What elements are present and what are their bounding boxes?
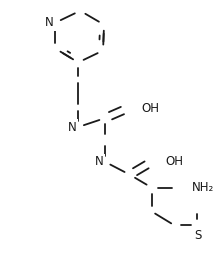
Text: N: N bbox=[68, 120, 77, 134]
Text: OH: OH bbox=[142, 102, 160, 115]
Text: S: S bbox=[194, 229, 201, 242]
Text: NH₂: NH₂ bbox=[192, 181, 214, 194]
Text: OH: OH bbox=[166, 155, 184, 168]
Text: N: N bbox=[45, 16, 54, 29]
Text: N: N bbox=[95, 155, 103, 168]
